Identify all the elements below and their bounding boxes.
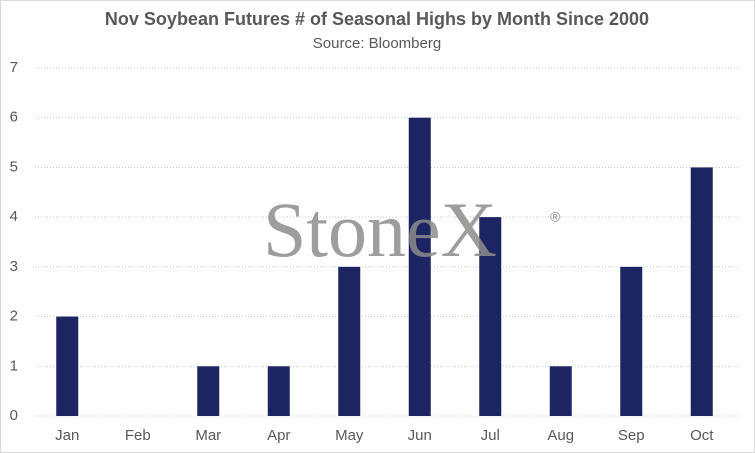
x-tick-label: Aug [547, 427, 574, 444]
y-tick-label: 5 [10, 158, 18, 175]
y-tick-label: 7 [10, 59, 18, 76]
bar [197, 366, 220, 416]
bar [338, 266, 361, 416]
y-tick-label: 1 [10, 357, 18, 374]
bar [690, 167, 713, 416]
chart-title: Nov Soybean Futures # of Seasonal Highs … [105, 9, 649, 29]
x-tick-label: Mar [195, 427, 221, 444]
bar [408, 117, 431, 416]
x-tick-label: Sep [618, 427, 645, 444]
bar [479, 217, 502, 416]
bar [620, 266, 643, 416]
x-tick-label: May [335, 427, 364, 444]
chart-subtitle: Source: Bloomberg [313, 35, 441, 52]
x-tick-label: Jan [55, 427, 79, 444]
watermark-mark: ® [550, 209, 561, 225]
bar [267, 366, 290, 416]
watermark: StoneX [263, 186, 497, 273]
y-tick-label: 3 [10, 258, 18, 275]
plot: 0 1 2 3 4 5 6 7 Jan Feb Mar Apr May Jun Jul Aug Sep Oct [10, 59, 740, 444]
y-tick-label: 2 [10, 308, 18, 325]
bar [549, 366, 572, 416]
x-tick-label: Feb [125, 427, 151, 444]
x-tick-label: Oct [690, 427, 714, 444]
x-tick-label: Jun [408, 427, 432, 444]
x-tick-label: Jul [481, 427, 500, 444]
y-tick-label: 6 [10, 109, 18, 126]
y-tick-label: 0 [10, 407, 18, 424]
x-tick-label: Apr [267, 427, 290, 444]
bar [56, 316, 79, 416]
y-tick-label: 4 [10, 208, 18, 225]
